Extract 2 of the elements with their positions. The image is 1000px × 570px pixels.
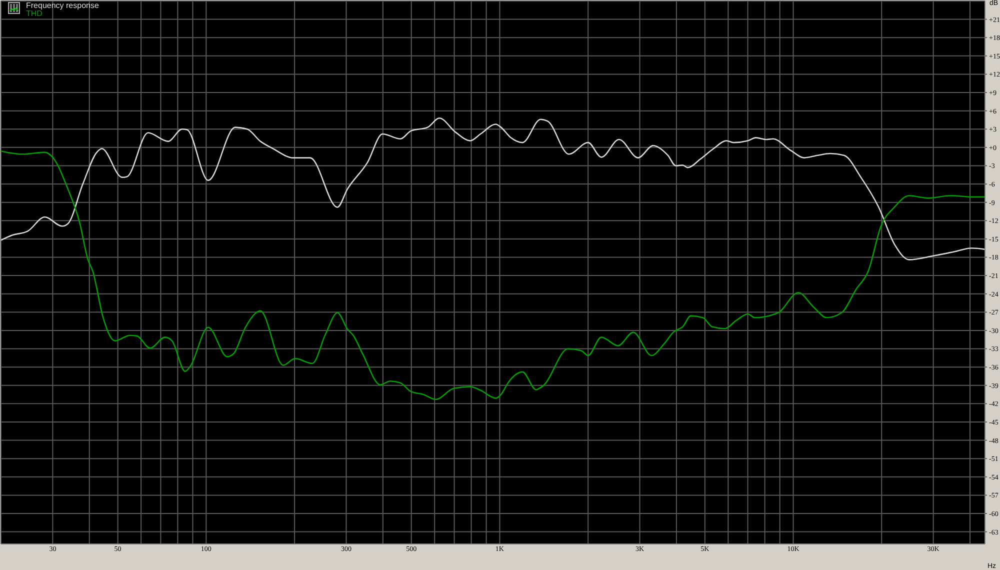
text: Frequency response xyxy=(26,1,99,10)
text: THD xyxy=(26,9,42,18)
